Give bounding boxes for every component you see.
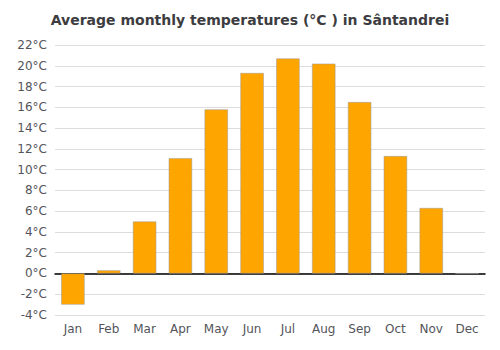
svg-text:Jul: Jul — [280, 322, 295, 336]
svg-text:Aug: Aug — [312, 322, 335, 336]
svg-text:10°C: 10°C — [17, 163, 47, 177]
svg-text:Sep: Sep — [348, 322, 371, 336]
svg-text:Mar: Mar — [133, 322, 156, 336]
svg-text:22°C: 22°C — [17, 38, 47, 52]
svg-text:20°C: 20°C — [17, 59, 47, 73]
svg-text:Nov: Nov — [420, 322, 443, 336]
svg-text:Oct: Oct — [385, 322, 406, 336]
svg-text:4°C: 4°C — [25, 225, 47, 239]
svg-text:Dec: Dec — [455, 322, 478, 336]
svg-text:Jun: Jun — [242, 322, 262, 336]
svg-text:18°C: 18°C — [17, 80, 47, 94]
svg-text:2°C: 2°C — [25, 246, 47, 260]
svg-text:-2°C: -2°C — [21, 287, 47, 301]
svg-text:14°C: 14°C — [17, 121, 47, 135]
svg-text:16°C: 16°C — [17, 100, 47, 114]
svg-text:Apr: Apr — [170, 322, 191, 336]
svg-text:Feb: Feb — [98, 322, 119, 336]
svg-text:Average monthly temperatures (: Average monthly temperatures (°C ) in Sâ… — [51, 12, 450, 28]
svg-text:-4°C: -4°C — [21, 308, 47, 322]
svg-text:Jan: Jan — [63, 322, 83, 336]
svg-text:8°C: 8°C — [25, 183, 47, 197]
svg-text:6°C: 6°C — [25, 204, 47, 218]
svg-text:May: May — [204, 322, 229, 336]
svg-text:12°C: 12°C — [17, 142, 47, 156]
svg-text:0°C: 0°C — [25, 266, 47, 280]
